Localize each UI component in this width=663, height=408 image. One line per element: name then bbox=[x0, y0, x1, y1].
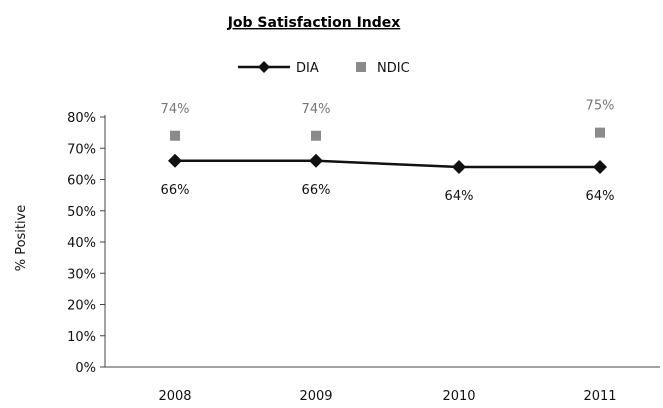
dia-data-label: 64% bbox=[445, 189, 474, 204]
legend-ndic-square-icon bbox=[356, 62, 366, 72]
x-tick-label: 2009 bbox=[299, 389, 332, 404]
dia-series: 66% 66% 64% 64% bbox=[161, 153, 615, 204]
ndic-data-label: 74% bbox=[302, 102, 331, 117]
y-tick-label: 40% bbox=[67, 236, 96, 251]
ndic-point bbox=[311, 130, 321, 141]
y-tick-label: 0% bbox=[75, 361, 96, 376]
legend-dia-label: DIA bbox=[296, 61, 319, 76]
y-tick-label: 70% bbox=[67, 142, 96, 157]
dia-point bbox=[593, 160, 607, 174]
y-ticks: 0% 10% 20% 30% 40% 50% 60% 70% 80% bbox=[67, 111, 105, 376]
chart-title: Job Satisfaction Index bbox=[227, 15, 401, 31]
dia-point bbox=[452, 160, 466, 174]
y-tick-label: 10% bbox=[67, 330, 96, 345]
dia-line bbox=[175, 159, 600, 169]
y-tick-label: 50% bbox=[67, 205, 96, 220]
x-ticks: 2008 2009 2010 2011 bbox=[158, 389, 616, 404]
x-tick-label: 2008 bbox=[158, 389, 191, 404]
dia-data-label: 66% bbox=[161, 183, 190, 198]
ndic-point bbox=[595, 127, 605, 138]
dia-point bbox=[168, 153, 182, 168]
y-axis-title: % Positive bbox=[14, 205, 29, 272]
y-tick-label: 60% bbox=[67, 174, 96, 189]
legend-dia-diamond-icon bbox=[258, 61, 270, 73]
ndic-data-label: 74% bbox=[161, 102, 190, 117]
ndic-data-label: 75% bbox=[586, 99, 615, 114]
ndic-series: 74% 74% 75% bbox=[161, 99, 615, 141]
y-tick-label: 30% bbox=[67, 267, 96, 282]
dia-data-label: 66% bbox=[302, 183, 331, 198]
legend: DIA NDIC bbox=[238, 61, 410, 76]
legend-ndic-label: NDIC bbox=[377, 61, 410, 76]
x-tick-label: 2010 bbox=[442, 389, 475, 404]
y-tick-label: 20% bbox=[67, 299, 96, 314]
ndic-point bbox=[170, 130, 180, 141]
dia-data-label: 64% bbox=[586, 189, 615, 204]
y-tick-label: 80% bbox=[67, 111, 96, 126]
dia-point bbox=[309, 153, 323, 168]
x-tick-label: 2011 bbox=[583, 389, 616, 404]
